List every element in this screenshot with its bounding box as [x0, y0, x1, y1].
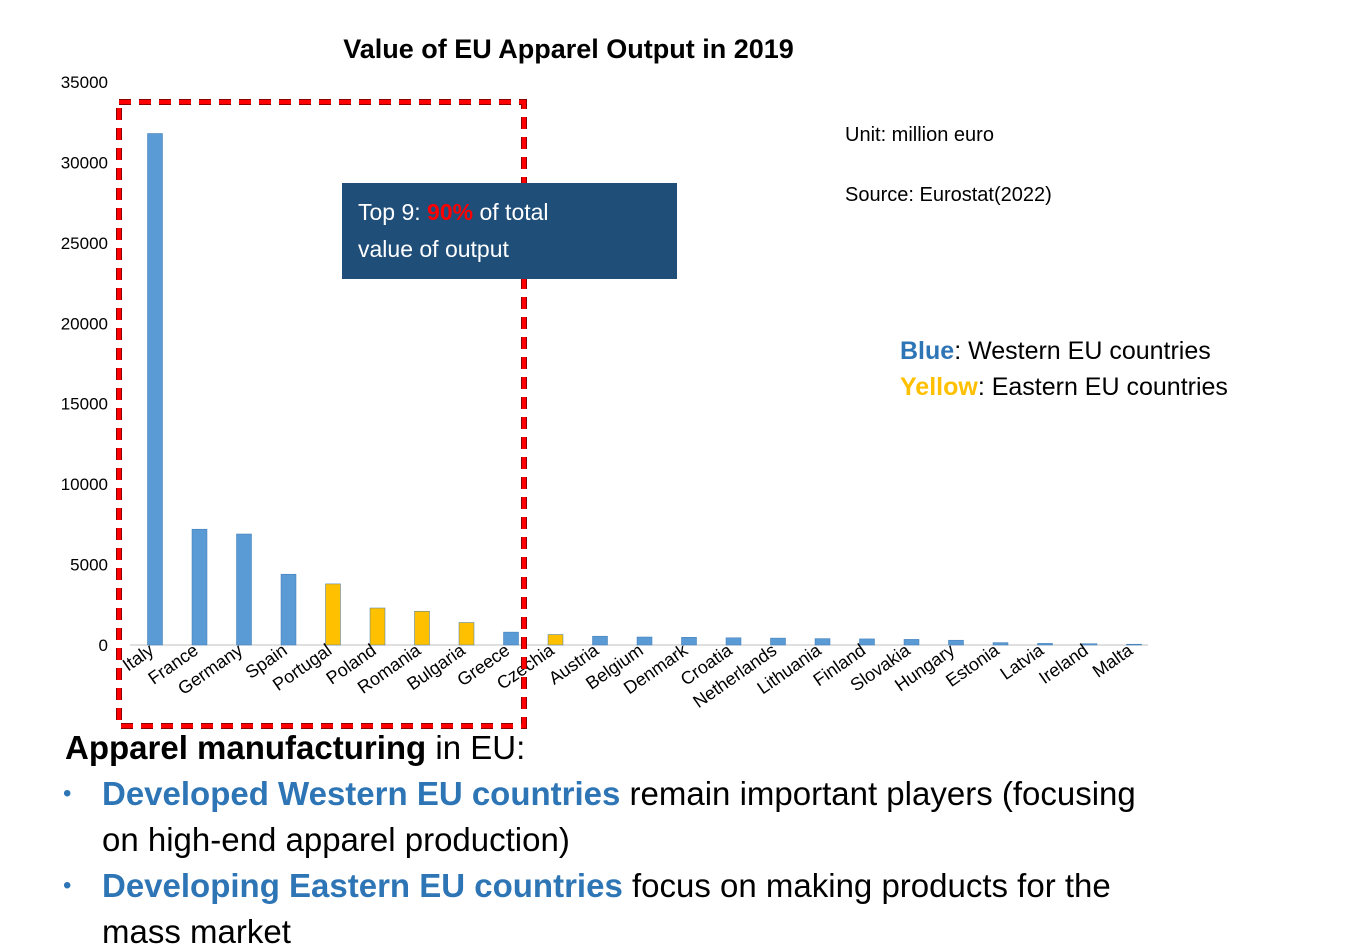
svg-text:15000: 15000 — [61, 395, 108, 414]
svg-text:20000: 20000 — [61, 314, 108, 333]
svg-text:30000: 30000 — [61, 153, 108, 172]
svg-text:35000: 35000 — [61, 73, 108, 92]
svg-text:Malta: Malta — [1089, 639, 1137, 681]
svg-text:10000: 10000 — [61, 475, 108, 494]
svg-text:0: 0 — [99, 636, 108, 655]
svg-text:Ireland: Ireland — [1035, 640, 1092, 688]
svg-text:Top 9: 90% of total: Top 9: 90% of total — [358, 199, 549, 225]
svg-text:value of output: value of output — [358, 236, 510, 262]
svg-text:5000: 5000 — [70, 556, 108, 575]
svg-text:25000: 25000 — [61, 234, 108, 253]
